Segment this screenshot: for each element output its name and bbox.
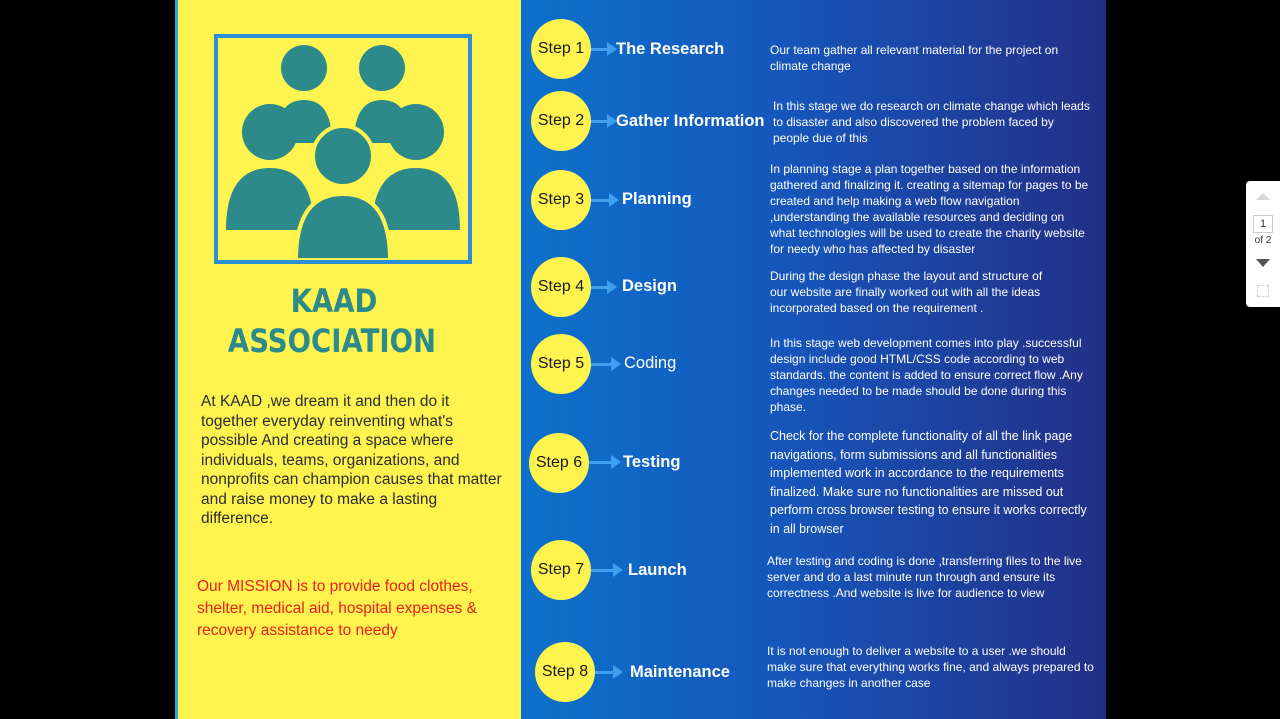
step-7-name: Launch [628, 561, 687, 579]
about-text: At KAAD ,we dream it and then do it toge… [201, 393, 502, 527]
step-7-desc: After testing and coding is done ,transf… [767, 554, 1082, 600]
step-5-desc: In this stage web development comes into… [770, 336, 1083, 414]
step-1-name: The Research [616, 40, 725, 58]
step-1-circle: Step 1 [531, 19, 591, 79]
fit-to-page-icon[interactable] [1257, 285, 1269, 297]
step-3-circle: Step 3 [531, 170, 591, 230]
step-6-circle: Step 6 [529, 433, 589, 493]
chevron-up-icon[interactable] [1256, 193, 1270, 200]
chevron-down-icon[interactable] [1256, 259, 1270, 267]
page-count-label: of 2 [1254, 235, 1272, 246]
step-2-circle: Step 2 [531, 91, 591, 151]
step-8-circle: Step 8 [535, 642, 595, 702]
arrow-icon [591, 357, 621, 371]
people-group-icon [226, 45, 460, 260]
arrow-icon [591, 563, 623, 577]
step-5-circle: Step 5 [531, 334, 591, 394]
title-line-2: ASSOCIATION [227, 322, 437, 360]
page-navigator: 1 of 2 [1246, 181, 1280, 307]
title-line-1: KAAD [290, 282, 378, 320]
arrow-icon [595, 665, 623, 679]
step-8-desc: It is not enough to deliver a website to… [767, 644, 1094, 690]
arrow-icon [589, 455, 621, 469]
step-6-desc: Check for the complete functionality of … [770, 429, 1087, 536]
arrow-icon [591, 193, 619, 207]
step-5-name: Coding [624, 354, 677, 372]
step-2-name: Gather Information [616, 112, 765, 130]
step-3-desc: In planning stage a plan together based … [770, 162, 1089, 256]
step-7-circle: Step 7 [531, 540, 591, 600]
step-3-name: Planning [622, 190, 692, 208]
page-number-input[interactable]: 1 [1253, 215, 1273, 233]
poster-slide: KAAD ASSOCIATION At KAAD ,we dream it an… [175, 0, 1106, 719]
arrow-icon [591, 42, 617, 56]
arrow-icon [591, 280, 617, 294]
logo-frame [214, 34, 472, 264]
step-4-circle: Step 4 [531, 257, 591, 317]
steps-panel: Step 1 The Research Our team gather all … [521, 0, 1106, 719]
mission-text: Our MISSION is to provide food clothes, … [197, 578, 478, 639]
step-2-desc: In this stage we do research on climate … [773, 99, 1090, 145]
step-4-desc: During the design phase the layout and s… [770, 269, 1043, 315]
step-6-name: Testing [623, 453, 681, 471]
step-8-name: Maintenance [630, 663, 730, 681]
step-4-name: Design [622, 277, 678, 295]
left-panel: KAAD ASSOCIATION At KAAD ,we dream it an… [175, 0, 521, 719]
arrow-icon [591, 114, 617, 128]
step-1-desc: Our team gather all relevant material fo… [770, 43, 1059, 73]
